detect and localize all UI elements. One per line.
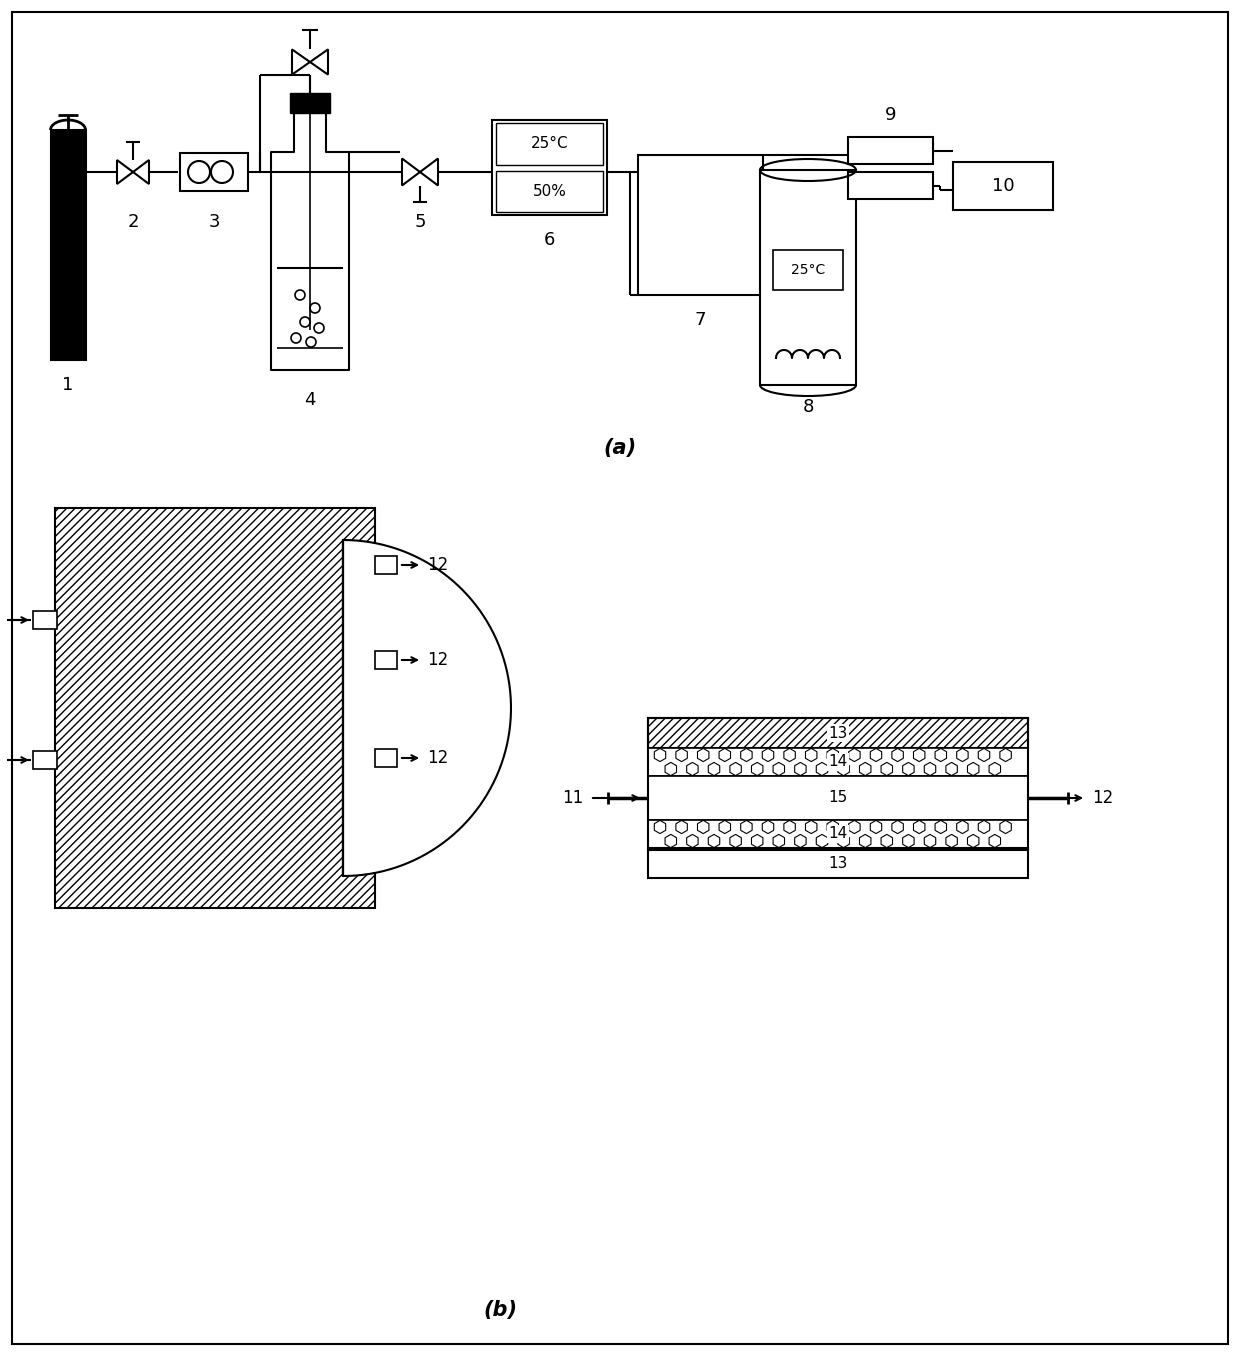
Polygon shape: [291, 49, 329, 75]
Bar: [649, 717, 1028, 749]
Bar: [33, 751, 57, 769]
Text: 13: 13: [828, 856, 848, 871]
Bar: [55, 508, 374, 909]
Bar: [374, 556, 397, 574]
Text: 2: 2: [128, 213, 139, 231]
Polygon shape: [343, 540, 511, 876]
Bar: [649, 776, 1028, 820]
Text: 10: 10: [992, 178, 1014, 195]
Bar: [848, 172, 932, 199]
Text: 14: 14: [828, 754, 848, 769]
Bar: [290, 94, 330, 113]
Text: 12: 12: [1092, 789, 1114, 807]
Text: 50%: 50%: [532, 184, 567, 199]
Bar: [649, 820, 1028, 848]
Text: 9: 9: [885, 106, 897, 123]
Text: (b): (b): [484, 1300, 517, 1319]
Bar: [649, 717, 1028, 877]
Polygon shape: [117, 160, 149, 184]
Text: 15: 15: [828, 791, 848, 805]
Text: 13: 13: [828, 725, 848, 740]
Text: 14: 14: [828, 827, 848, 842]
Text: 25°C: 25°C: [791, 263, 825, 277]
Text: 12: 12: [427, 556, 448, 574]
Bar: [374, 749, 397, 767]
Bar: [180, 153, 248, 191]
Polygon shape: [402, 159, 438, 186]
Bar: [773, 250, 843, 290]
Text: 11: 11: [562, 789, 583, 807]
Bar: [33, 612, 57, 629]
Bar: [492, 119, 608, 216]
Bar: [496, 171, 603, 212]
Bar: [649, 749, 1028, 776]
Text: 12: 12: [427, 651, 448, 669]
Text: 7: 7: [694, 311, 707, 330]
Text: 12: 12: [427, 749, 448, 767]
Text: (a): (a): [604, 438, 636, 458]
Bar: [496, 123, 603, 164]
Text: 3: 3: [208, 213, 219, 231]
Bar: [848, 137, 932, 164]
Text: 4: 4: [304, 391, 316, 410]
Bar: [639, 155, 763, 296]
Text: 6: 6: [544, 231, 556, 250]
Bar: [760, 170, 856, 385]
Bar: [374, 651, 397, 669]
Bar: [649, 848, 1028, 850]
Text: 1: 1: [62, 376, 73, 395]
Text: 25°C: 25°C: [531, 136, 568, 152]
Bar: [51, 130, 86, 359]
Text: 5: 5: [414, 213, 425, 231]
Bar: [954, 161, 1053, 210]
Text: 8: 8: [802, 399, 813, 416]
